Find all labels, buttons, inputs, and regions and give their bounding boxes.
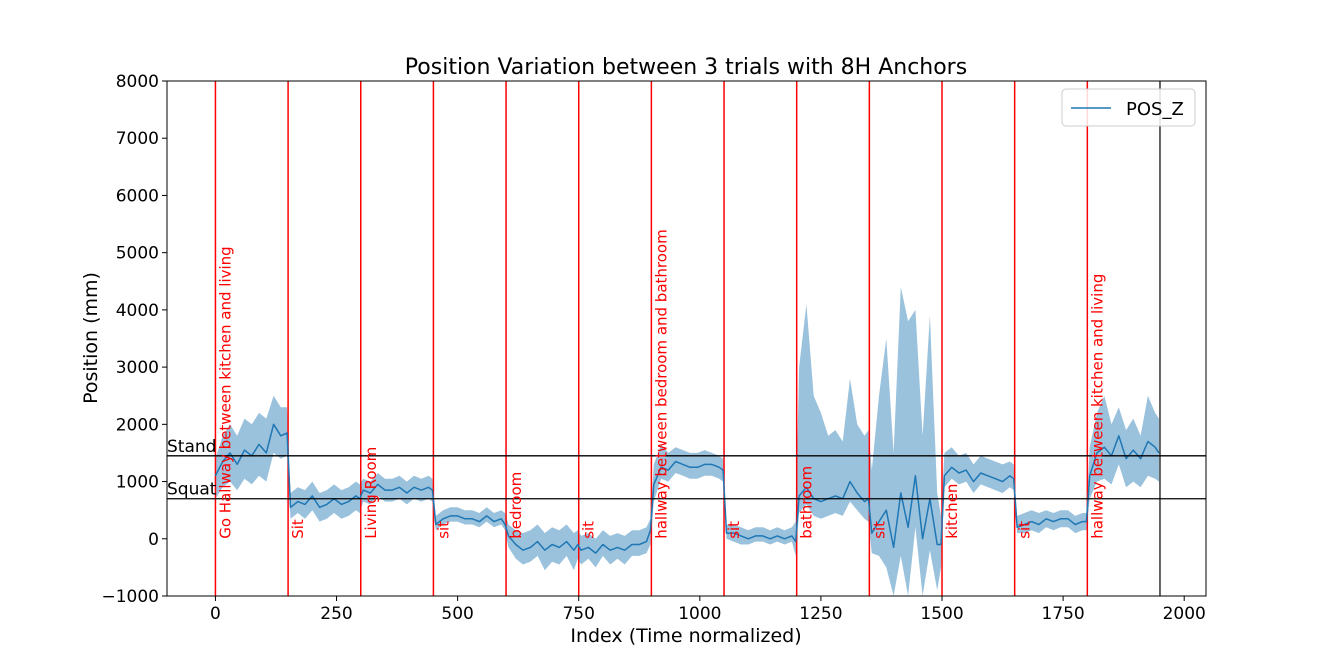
- y-tick-label: 0: [148, 530, 159, 550]
- x-tick-label: 1750: [1041, 604, 1084, 624]
- reference-label: Stand: [167, 437, 216, 457]
- series-line-layer: [214, 423, 1160, 554]
- event-label: Go Hallway between kitchen and living: [216, 246, 234, 539]
- y-tick-label: 4000: [116, 301, 159, 321]
- event-labels-layer: Go Hallway between kitchen and living Sit…: [216, 229, 1106, 539]
- confidence-band-layer: [215, 287, 1159, 596]
- event-label: kitchen: [943, 484, 961, 539]
- y-axis: −1000 0 1000 2000 3000 4000 5000 6000 7000 8000: [101, 72, 167, 607]
- y-tick-label: −1000: [101, 587, 159, 607]
- x-tick-label: 750: [562, 604, 594, 624]
- x-axis-label: Index (Time normalized): [570, 625, 801, 647]
- x-tick-label: 1250: [799, 604, 842, 624]
- x-tick-label: 0: [210, 604, 221, 624]
- y-tick-label: 8000: [116, 72, 159, 92]
- y-tick-label: 7000: [116, 129, 159, 149]
- event-label: sit: [434, 521, 452, 539]
- x-tick-label: 500: [441, 604, 473, 624]
- y-tick-label: 1000: [116, 473, 159, 493]
- event-label: hallway between bedroom and bathroom: [652, 229, 670, 539]
- event-label: sit: [870, 521, 888, 539]
- event-label: bathroom: [798, 466, 816, 539]
- y-tick-label: 2000: [116, 415, 159, 435]
- plot-area: Stand Squat Go Hallway between kitchen an…: [167, 81, 1206, 596]
- x-tick-label: 250: [320, 604, 352, 624]
- y-axis-label: Position (mm): [80, 272, 102, 404]
- pos-z-line: [214, 423, 1160, 554]
- plot-frame: [166, 80, 1207, 597]
- y-tick-label: 5000: [116, 244, 159, 264]
- event-label: sit: [1016, 521, 1034, 539]
- pos-z-variation-band: [215, 287, 1159, 596]
- y-tick-label: 3000: [116, 358, 159, 378]
- event-label: hallway between kitchen and living: [1088, 274, 1106, 539]
- event-label: sit: [725, 521, 743, 539]
- reference-lines-layer: Stand Squat: [167, 437, 1206, 500]
- y-tick-label: 6000: [116, 186, 159, 206]
- legend-label: POS_Z: [1126, 99, 1184, 120]
- x-tick-label: 2000: [1163, 604, 1206, 624]
- chart-title: Position Variation between 3 trials with…: [405, 55, 967, 80]
- legend-box: [1061, 88, 1196, 127]
- x-tick-label: 1000: [678, 604, 721, 624]
- event-label: Sit: [289, 519, 307, 539]
- reference-label: Squat: [167, 480, 217, 500]
- event-label: Living Room: [362, 447, 380, 539]
- x-tick-label: 1500: [920, 604, 963, 624]
- event-label: sit: [580, 521, 598, 539]
- x-axis: 0 250 500 750 1000 1250 1500 1750 2000: [210, 596, 1206, 624]
- event-label: bedroom: [507, 472, 525, 539]
- legend: POS_Z: [1061, 88, 1196, 127]
